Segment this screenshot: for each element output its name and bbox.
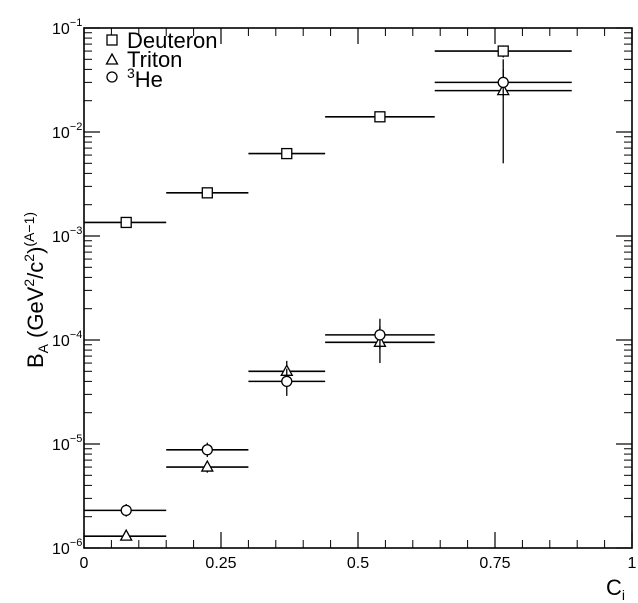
y-tick-label-exponent: −6: [70, 537, 83, 549]
axis-ticks: [83, 27, 633, 549]
axis-tick-labels: 0 0.25 0.5 0.75 110−610−510−410−310−210−1: [52, 17, 637, 572]
y-axis-title: BA(GeV2/c2)(A−1): [21, 212, 51, 368]
y-axis-title-unit-mid: /c: [23, 262, 48, 279]
y-tick-label: 10−1: [52, 17, 82, 38]
y-tick-label-base: 10: [52, 125, 70, 142]
y-tick-label-base: 10: [52, 437, 70, 454]
y-tick-label-exponent: −4: [70, 329, 83, 341]
y-tick-label-base: 10: [52, 21, 70, 38]
x-tick-label: 0.75: [479, 555, 510, 572]
point-he: [374, 329, 386, 341]
y-tick-label: 10−6: [52, 537, 82, 558]
point-triton: [200, 459, 214, 472]
point-he: [201, 444, 213, 456]
x-axis-title: Ci: [606, 575, 625, 603]
x-tick-label: 0.25: [205, 555, 236, 572]
point-triton: [119, 528, 133, 541]
y-axis-title-unit-sup2: 2: [21, 254, 37, 262]
plot-frame: [83, 27, 633, 549]
y-axis-title-main: B: [23, 353, 48, 368]
y-tick-label-exponent: −3: [70, 225, 83, 237]
y-axis-title-unit-sup1: 2: [21, 279, 37, 287]
point-deuteron: [201, 187, 213, 199]
data-marks: [84, 45, 572, 541]
y-tick-label-base: 10: [52, 541, 70, 558]
x-tick-label: 0: [80, 555, 89, 572]
legend-marker-deuteron: [106, 34, 118, 46]
point-he: [497, 76, 509, 89]
legend-marker-triton: [105, 52, 119, 65]
point-deuteron: [374, 111, 386, 123]
y-tick-label: 10−3: [52, 225, 82, 246]
y-tick-label: 10−2: [52, 121, 82, 142]
x-tick-label: 1: [628, 555, 637, 572]
y-tick-label-base: 10: [52, 333, 70, 350]
y-axis-title-unit-sup3: (A−1): [21, 212, 37, 247]
y-tick-label-exponent: −1: [70, 17, 83, 29]
legend-label-he3-name: He: [135, 67, 163, 92]
legend-label-he3: 3He: [127, 65, 163, 92]
point-deuteron: [120, 216, 132, 229]
legend: Deuteron Triton 3He: [105, 28, 218, 92]
y-tick-label-exponent: −2: [70, 121, 83, 133]
y-axis-title-sub: A: [35, 343, 51, 353]
point-he: [281, 375, 293, 388]
y-tick-label: 10−4: [52, 329, 82, 350]
legend-marker-he3: [106, 71, 118, 83]
y-axis-title-unit: (GeV: [23, 286, 48, 338]
y-axis-title-unit-close: ): [23, 247, 48, 254]
point-deuteron: [281, 147, 293, 160]
legend-label-he3-mass-number: 3: [127, 65, 135, 81]
point-deuteron: [497, 45, 509, 57]
y-tick-label-base: 10: [52, 229, 70, 246]
point-he: [120, 504, 132, 517]
y-tick-label-exponent: −5: [70, 433, 83, 445]
legend-label-triton: Triton: [127, 47, 182, 72]
legend-label-deuteron: Deuteron: [127, 28, 218, 53]
x-axis-title-sub: i: [622, 587, 625, 603]
x-axis-title-main: C: [606, 575, 622, 600]
y-tick-label: 10−5: [52, 433, 82, 454]
x-tick-label: 0.5: [347, 555, 369, 572]
